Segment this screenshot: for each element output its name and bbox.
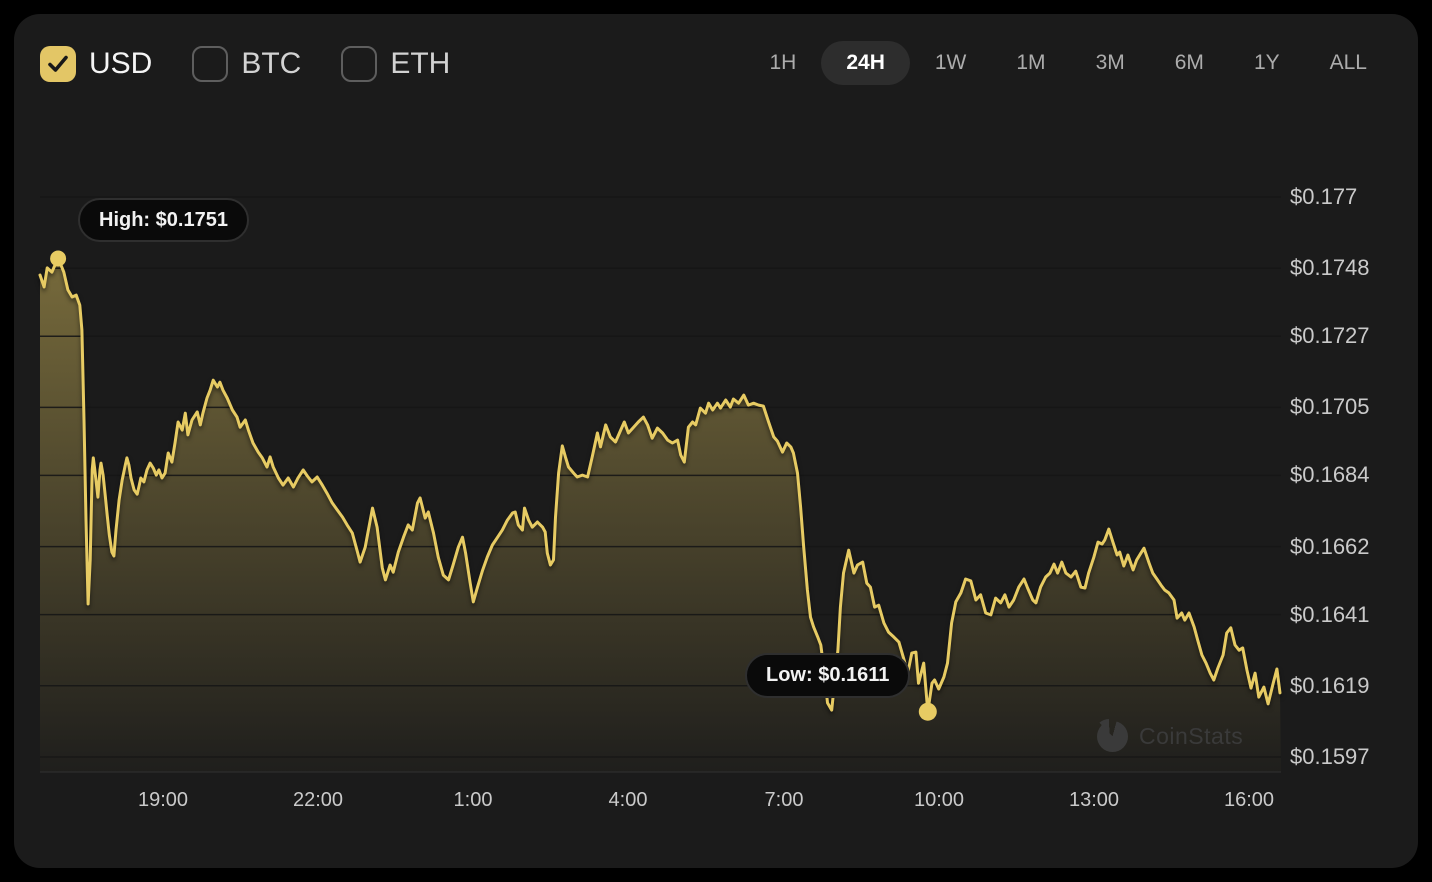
btc-checkbox[interactable]	[192, 46, 229, 82]
low-tooltip: Low: $0.1611	[745, 653, 911, 698]
usd-checkbox[interactable]	[40, 46, 76, 82]
x-axis-label: 1:00	[453, 789, 493, 811]
currency-label-eth: ETH	[390, 47, 451, 80]
range-button-24h[interactable]: 24H	[821, 41, 910, 85]
currency-label-btc: BTC	[241, 47, 302, 80]
price-area	[40, 257, 1281, 772]
y-axis-label: $0.1662	[1290, 534, 1370, 559]
currency-label-usd: USD	[89, 47, 153, 80]
price-line	[38, 256, 1282, 714]
y-axis-label: $0.1619	[1290, 673, 1370, 698]
currency-toggle-eth[interactable]: ETH	[341, 45, 450, 83]
x-axis-label: 4:00	[608, 789, 648, 811]
x-axis-label: 13:00	[1068, 789, 1120, 811]
range-button-1h[interactable]: 1H	[744, 41, 821, 85]
range-button-1m[interactable]: 1M	[991, 41, 1070, 85]
x-axis-label: 19:00	[137, 789, 189, 811]
high-marker-dot	[50, 250, 67, 267]
x-axis-label: 22:00	[292, 789, 344, 811]
x-axis-label: 7:00	[764, 789, 804, 811]
range-button-1y[interactable]: 1Y	[1229, 41, 1305, 85]
low-marker-dot	[918, 702, 937, 721]
y-axis-label: $0.1684	[1290, 462, 1370, 487]
check-icon	[48, 55, 68, 72]
y-axis-label: $0.177	[1290, 184, 1358, 209]
coinstats-logo-icon	[1097, 721, 1128, 752]
y-axis-label: $0.1748	[1290, 255, 1370, 280]
range-button-1w[interactable]: 1W	[910, 41, 992, 85]
time-range-selector: 1H 24H 1W 1M 3M 6M 1Y ALL	[744, 41, 1392, 85]
y-axis-label: $0.1727	[1290, 323, 1370, 348]
y-axis-label: $0.1597	[1290, 744, 1370, 769]
currency-toggle-btc[interactable]: BTC	[192, 45, 301, 83]
eth-checkbox[interactable]	[341, 46, 378, 82]
range-button-all[interactable]: ALL	[1305, 41, 1392, 85]
coinstats-watermark: CoinStats	[1097, 721, 1243, 752]
y-axis-label: $0.1705	[1290, 394, 1370, 419]
x-axis-label: 16:00	[1223, 789, 1275, 811]
range-button-6m[interactable]: 6M	[1150, 41, 1229, 85]
x-axis-label: 10:00	[913, 789, 965, 811]
coinstats-watermark-text: CoinStats	[1139, 723, 1244, 749]
range-button-3m[interactable]: 3M	[1071, 41, 1150, 85]
currency-toggles: USD BTC ETH	[40, 45, 450, 83]
currency-toggle-usd[interactable]: USD	[40, 45, 152, 83]
y-axis-label: $0.1641	[1290, 602, 1370, 627]
high-tooltip: High: $0.1751	[78, 198, 249, 242]
